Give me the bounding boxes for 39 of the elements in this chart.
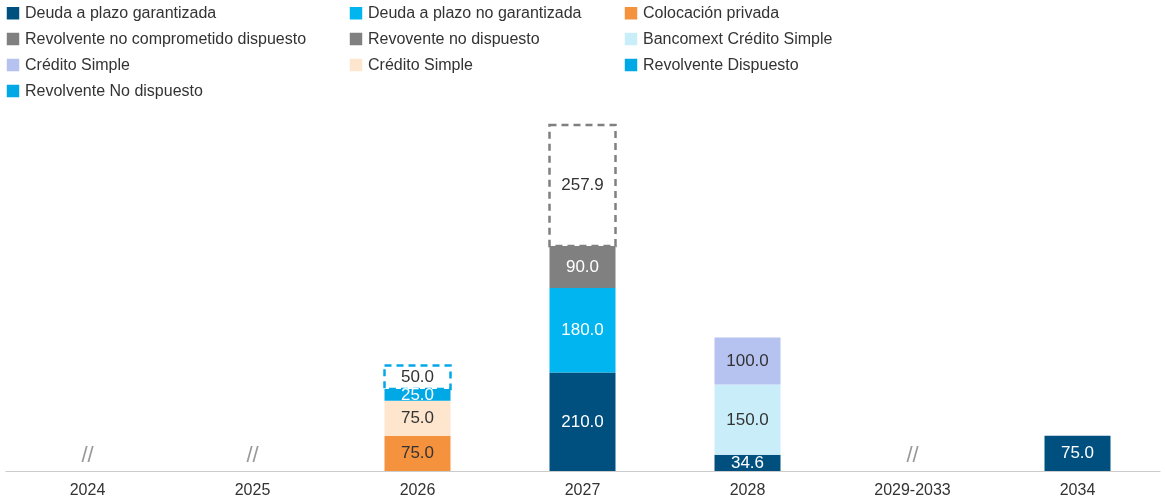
x-tick-label: 2024 (69, 480, 106, 498)
data-label: 25.0 (400, 384, 435, 404)
legend-label: Deuda a plazo garantizada (25, 4, 217, 22)
x-tick-label: 2026 (399, 480, 436, 498)
data-label: 75.0 (400, 408, 435, 428)
data-label: 150.0 (726, 409, 769, 429)
data-label: 50.0 (400, 367, 435, 387)
bar (549, 288, 616, 373)
data-label: 180.0 (561, 320, 604, 340)
x-tick-label: 2027 (564, 480, 601, 498)
x-tick-label: 2028 (729, 480, 766, 498)
data-label: 257.9 (561, 175, 604, 195)
data-label: 34.6 (730, 452, 765, 472)
data-label: 75.0 (1060, 443, 1095, 463)
bar (714, 337, 781, 385)
legend-label: Colocación privada (643, 4, 780, 22)
x-tick-label: 2034 (1059, 480, 1096, 498)
x-tick-label: 2029-2033 (874, 480, 951, 498)
legend-label: Revovente no dispuesto (368, 30, 540, 47)
bar (384, 400, 451, 436)
bar (714, 384, 781, 455)
annotation: // (246, 442, 260, 467)
legend-label: Revolvente No dispuesto (25, 82, 203, 99)
annotation: // (81, 442, 95, 467)
bar (384, 435, 451, 471)
legend-label: Revolvente no comprometido dispuesto (25, 30, 307, 47)
legend-label: Crédito Simple (25, 56, 131, 73)
data-label: 210.0 (561, 411, 604, 431)
data-label: 100.0 (726, 350, 769, 370)
annotation: // (906, 442, 920, 467)
x-tick-label: 2025 (234, 480, 271, 498)
bar (1044, 435, 1111, 471)
legend-label: Revolvente Dispuesto (643, 56, 799, 73)
data-label: 90.0 (565, 256, 600, 276)
bar (549, 372, 616, 471)
legend-label: Bancomext Crédito Simple (643, 30, 833, 47)
data-label: 75.0 (400, 443, 435, 463)
legend-label: Crédito Simple (368, 56, 474, 73)
legend-label: Deuda a plazo no garantizada (368, 4, 582, 22)
